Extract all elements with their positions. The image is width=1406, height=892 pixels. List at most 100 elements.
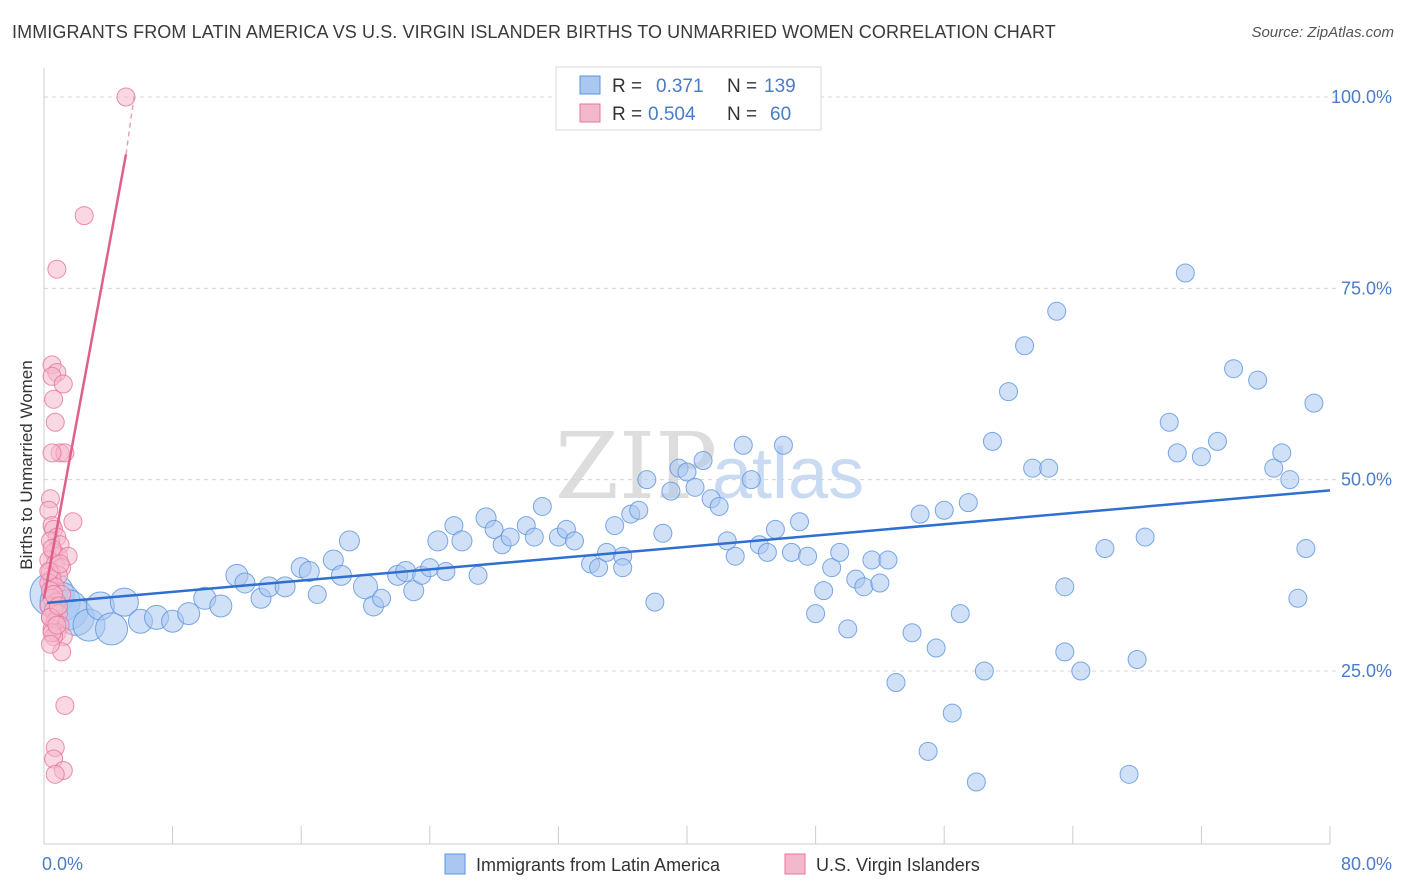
latin-america-point <box>338 530 360 552</box>
latin-america-point <box>613 558 633 578</box>
virgin-islanders-point <box>44 389 64 409</box>
latin-america-point <box>709 496 729 516</box>
bottom-legend-pink-label: U.S. Virgin Islanders <box>816 855 980 875</box>
latin-america-point <box>1135 527 1155 547</box>
latin-america-point <box>177 602 201 626</box>
latin-america-point <box>798 546 818 566</box>
latin-america-point <box>910 504 930 524</box>
latin-america-point <box>1055 577 1075 597</box>
latin-america-point <box>1272 443 1292 463</box>
latin-america-point <box>1248 370 1268 390</box>
latin-america-point <box>1071 661 1091 681</box>
latin-america-point <box>1047 301 1067 321</box>
latin-america-point <box>209 594 233 618</box>
latin-america-point <box>1023 458 1043 478</box>
legend-pink-r-label: R = <box>612 104 642 125</box>
virgin-islanders-point <box>50 554 70 574</box>
latin-america-point <box>274 576 296 598</box>
tick-labels: 25.0% 50.0% 75.0% 100.0% 0.0% 80.0% <box>42 87 1392 874</box>
legend-pink-n-value: 60 <box>770 104 791 125</box>
latin-america-point <box>765 519 785 539</box>
correlation-legend: R = 0.371 N = 139 R = 0.504 N = 60 <box>555 66 822 131</box>
series-virgin-islanders-points <box>39 87 136 784</box>
latin-america-point <box>966 772 986 792</box>
latin-america-point <box>589 558 609 578</box>
latin-america-point <box>1095 539 1115 559</box>
latin-america-point <box>1167 443 1187 463</box>
latin-america-point <box>902 623 922 643</box>
latin-america-point <box>862 550 882 570</box>
legend-blue-n-value: 139 <box>764 76 796 97</box>
legend-blue-swatch <box>579 75 601 95</box>
source-credit: Source: ZipAtlas.com <box>1251 24 1394 41</box>
y-tick-label: 100.0% <box>1331 87 1392 107</box>
latin-america-point <box>436 562 456 582</box>
latin-america-point <box>427 530 449 552</box>
latin-america-point <box>830 542 850 562</box>
latin-america-point <box>1015 336 1035 356</box>
latin-america-point <box>814 581 834 601</box>
latin-america-point <box>942 703 962 723</box>
latin-america-point <box>870 573 890 593</box>
latin-america-point <box>605 516 625 536</box>
virgin-islanders-point <box>74 206 94 226</box>
latin-america-point <box>1039 458 1059 478</box>
latin-america-point <box>1207 431 1227 451</box>
chart-title: IMMIGRANTS FROM LATIN AMERICA VS U.S. VI… <box>12 22 1056 42</box>
latin-america-point <box>307 584 327 604</box>
latin-america-point <box>733 435 753 455</box>
virgin-islanders-point <box>42 443 62 463</box>
latin-america-point <box>934 500 954 520</box>
latin-america-point <box>451 530 473 552</box>
latin-america-point <box>1055 642 1075 662</box>
latin-america-point <box>1119 764 1139 784</box>
latin-america-point <box>645 592 665 612</box>
latin-america-point <box>95 612 129 646</box>
latin-america-point <box>926 638 946 658</box>
latin-america-point <box>999 382 1018 402</box>
bottom-legend-pink-swatch <box>784 853 806 875</box>
y-tick-label: 25.0% <box>1341 661 1392 681</box>
latin-america-point <box>1127 650 1147 670</box>
latin-america-point <box>564 531 584 551</box>
latin-america-point <box>372 588 392 608</box>
latin-america-point <box>685 477 705 497</box>
latin-america-point <box>741 470 761 490</box>
series-legend: Immigrants from Latin America U.S. Virgi… <box>444 853 980 875</box>
latin-america-point <box>854 577 874 597</box>
latin-america-point <box>1288 588 1308 608</box>
latin-america-point <box>1175 263 1195 283</box>
y-tick-label: 75.0% <box>1341 278 1392 298</box>
latin-america-point <box>653 523 673 543</box>
series-latin-america-points <box>29 263 1324 792</box>
latin-america-point <box>757 542 777 562</box>
latin-america-point <box>1159 412 1179 432</box>
latin-america-point <box>1280 470 1300 490</box>
latin-america-point <box>403 580 425 602</box>
latin-america-point <box>500 527 520 547</box>
latin-america-point <box>234 572 256 594</box>
virgin-islanders-point <box>63 512 83 532</box>
x-tick-label: 0.0% <box>42 854 83 874</box>
latin-america-point <box>878 550 898 570</box>
latin-america-point <box>806 604 826 624</box>
y-tick-label: 50.0% <box>1341 470 1392 490</box>
virgin-islanders-point <box>48 596 68 616</box>
latin-america-point <box>822 558 842 578</box>
legend-blue-r-label: R = <box>612 76 642 97</box>
latin-america-point <box>773 435 793 455</box>
virgin-islanders-point <box>53 374 73 394</box>
virgin-islanders-point <box>55 695 75 715</box>
x-tick-label: 80.0% <box>1341 854 1392 874</box>
latin-america-point <box>974 661 994 681</box>
latin-america-point <box>1224 359 1244 379</box>
latin-america-point <box>661 481 681 501</box>
legend-blue-r-value: 0.371 <box>656 76 704 97</box>
latin-america-point <box>717 531 737 551</box>
latin-america-point <box>838 619 858 639</box>
latin-america-point <box>524 527 544 547</box>
legend-pink-r-value: 0.504 <box>648 104 696 125</box>
latin-america-point <box>468 565 488 585</box>
legend-pink-swatch <box>579 103 601 123</box>
